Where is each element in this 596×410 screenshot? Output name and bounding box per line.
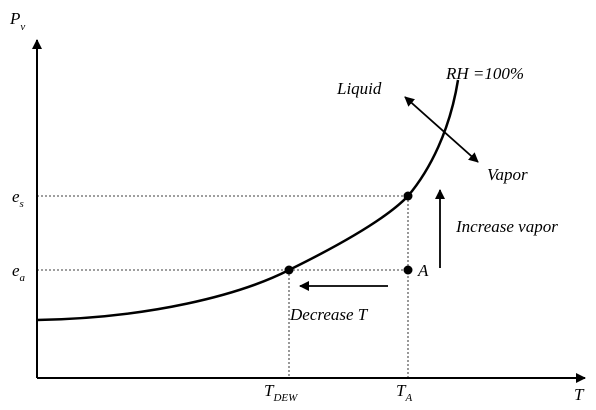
curve-label: RH =100% xyxy=(445,64,524,83)
label-main: e xyxy=(12,261,20,280)
guide-lines xyxy=(37,195,409,378)
label-main: T xyxy=(264,381,275,400)
label-sub: v xyxy=(20,21,25,33)
label-main: P xyxy=(9,9,20,28)
temperature-label: TA xyxy=(396,381,412,404)
level-label: es xyxy=(12,187,24,210)
dew-point xyxy=(284,265,294,275)
x-axis-label: T xyxy=(574,385,585,404)
y-axis-label: Pv xyxy=(9,9,25,33)
temperature-label: TDEW xyxy=(264,381,298,404)
region-label: Liquid xyxy=(336,79,382,98)
point-label: A xyxy=(417,261,429,280)
label-main: T xyxy=(396,381,407,400)
saturation-point xyxy=(403,191,413,201)
label-sub: a xyxy=(20,272,26,284)
label-main: e xyxy=(12,187,20,206)
phase-arrow xyxy=(404,96,479,163)
level-label: ea xyxy=(12,261,26,284)
label-sub: DEW xyxy=(272,392,298,404)
region-label: Vapor xyxy=(487,165,528,184)
point-a xyxy=(403,265,413,275)
saturation-curve xyxy=(36,79,460,322)
arrow-label: Increase vapor xyxy=(455,217,558,236)
label-sub: A xyxy=(404,392,412,404)
label-sub: s xyxy=(20,198,24,210)
arrow-label: Decrease T xyxy=(289,305,369,324)
